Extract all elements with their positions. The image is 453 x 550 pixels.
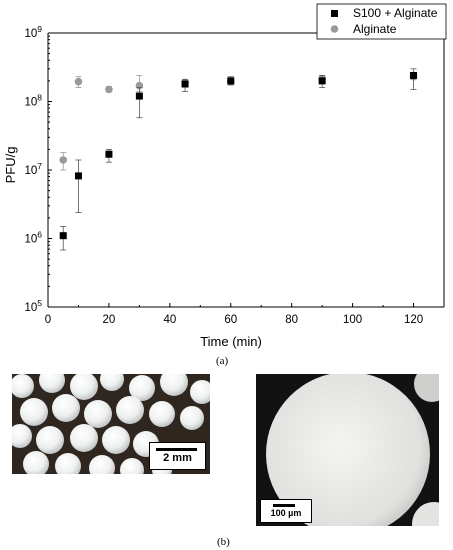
data-point-square <box>105 150 113 158</box>
x-tick-label: 60 <box>224 314 237 326</box>
x-tick-label: 0 <box>45 314 51 326</box>
legend-label-s100: S100 + Alginate <box>353 6 438 20</box>
x-tick-label: 120 <box>404 314 423 326</box>
scale-bar-box-left: 2 mm <box>149 442 206 470</box>
chart-marks <box>59 68 418 251</box>
scale-bar-box-right: 100 µm <box>260 499 312 523</box>
data-point-square <box>181 80 189 88</box>
data-point-circle <box>59 156 68 164</box>
scale-bar-right <box>273 504 295 507</box>
bead-closeup-photo: 100 µm <box>256 374 439 526</box>
legend-label-alginate: Alginate <box>353 22 397 36</box>
x-axis-title: Time (min) <box>200 334 262 349</box>
scale-bar-left <box>156 448 197 451</box>
y-tick-label: 106 <box>24 230 42 246</box>
caption-a: (a) <box>216 355 229 367</box>
data-point-square <box>318 77 326 85</box>
scale-bar-label-left: 2 mm <box>163 452 192 464</box>
legend: S100 + Alginate Alginate <box>316 3 447 40</box>
x-tick-label: 80 <box>285 314 298 326</box>
legend-box <box>316 3 447 40</box>
beads-photo: 2 mm <box>12 374 210 474</box>
chart-ticks: 0 20 40 60 80 100 120 105 106 107 108 109 <box>24 24 423 326</box>
data-point-square <box>410 71 418 79</box>
bead-closeup-image <box>256 374 439 526</box>
y-tick-label: 105 <box>24 298 42 314</box>
legend-marker-circle <box>330 25 339 33</box>
x-tick-label: 100 <box>343 314 362 326</box>
data-point-square <box>59 232 67 240</box>
y-tick-label: 109 <box>24 24 42 40</box>
caption-b: (b) <box>217 536 230 548</box>
chart-axes <box>47 32 445 308</box>
y-tick-label: 107 <box>24 161 42 177</box>
data-point-square <box>74 172 82 180</box>
y-tick-label: 108 <box>24 93 42 109</box>
data-point-circle <box>105 85 113 94</box>
data-point-square <box>227 77 235 85</box>
data-point-square <box>135 92 143 100</box>
series-alginate <box>59 72 418 171</box>
y-axis-title: PFU/g <box>3 147 18 184</box>
beads-photo-image <box>12 374 210 474</box>
x-tick-label: 20 <box>103 314 116 326</box>
pfu-chart: 0 20 40 60 80 100 120 105 106 107 108 109 Time (min… <box>3 3 447 349</box>
scale-bar-label-right: 100 µm <box>270 508 302 518</box>
legend-marker-square <box>331 10 338 17</box>
series-s100-alginate <box>59 68 418 251</box>
x-tick-label: 40 <box>163 314 176 326</box>
data-point-circle <box>74 77 83 86</box>
